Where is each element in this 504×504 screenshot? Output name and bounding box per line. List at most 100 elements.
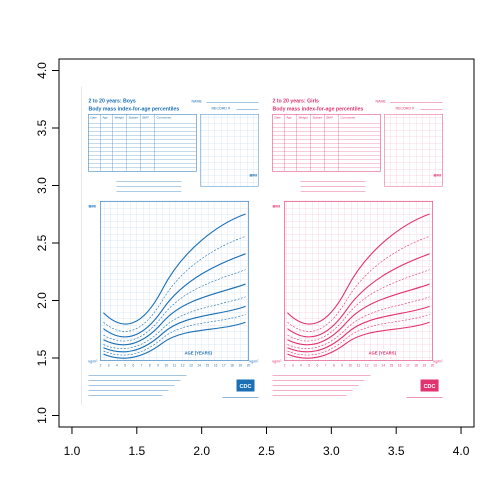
girls-age-tick: 4 bbox=[300, 364, 302, 368]
x-axis: 1.0 1.5 2.0 2.5 3.0 3.5 4.0 bbox=[64, 426, 470, 458]
y-tick-label: 4.0 bbox=[35, 62, 49, 79]
girls-age-tick: 3 bbox=[292, 364, 294, 368]
girls-percentile-curve bbox=[287, 314, 430, 356]
boys-age-tick: 20 bbox=[247, 364, 251, 368]
girls-kg-label-left: kg/m² bbox=[273, 360, 283, 364]
boys-age-tick: 5 bbox=[124, 364, 126, 368]
boys-percentile-curve bbox=[103, 283, 246, 346]
girls-age-tick: 14 bbox=[381, 364, 385, 368]
boys-name-label: NAME bbox=[191, 99, 202, 103]
boys-age-tick: 17 bbox=[222, 364, 226, 368]
boys-table-header: BMI* bbox=[142, 115, 149, 119]
girls-percentile-curve bbox=[287, 269, 430, 342]
girls-kg-label-right: kg/m² bbox=[434, 360, 444, 364]
y-axis: 1.0 1.5 2.0 2.5 3.0 3.5 4.0 bbox=[35, 62, 60, 424]
x-tick-label: 2.0 bbox=[193, 444, 210, 458]
boys-age-tick: 16 bbox=[214, 364, 218, 368]
boys-main-grid bbox=[100, 200, 249, 361]
girls-record-label: RECORD # bbox=[396, 106, 415, 110]
x-tick-label: 3.5 bbox=[388, 444, 405, 458]
girls-age-tick: 5 bbox=[308, 364, 310, 368]
girls-age-tick: 15 bbox=[390, 364, 394, 368]
boys-percentile-curve bbox=[103, 296, 246, 349]
girls-cdc-logo-icon bbox=[420, 379, 439, 392]
x-tick-label: 1.0 bbox=[64, 444, 81, 458]
girls-age-tick: 18 bbox=[414, 364, 418, 368]
girls-percentile-curve bbox=[287, 253, 430, 338]
boys-cdc-logo-icon bbox=[236, 379, 255, 392]
boys-age-tick: 10 bbox=[164, 364, 168, 368]
boys-age-tick: 6 bbox=[132, 364, 134, 368]
girls-cdc-logo-text: CDC bbox=[424, 384, 436, 390]
boys-percentile-curve bbox=[103, 253, 246, 338]
boys-percentile-curve bbox=[103, 321, 246, 359]
girls-age-tick: 7 bbox=[325, 364, 327, 368]
boys-age-tick: 15 bbox=[206, 364, 210, 368]
boys-subheading: Body mass index-for-age percentiles bbox=[88, 106, 179, 112]
boys-age-tick: 9 bbox=[157, 364, 159, 368]
girls-percentile-curve bbox=[287, 296, 430, 349]
girls-main-grid bbox=[284, 200, 433, 361]
boys-age-tick: 12 bbox=[181, 364, 185, 368]
girls-table-header: Age bbox=[287, 115, 293, 119]
boys-age-tick: 7 bbox=[141, 364, 143, 368]
girls-table-header: Date bbox=[275, 115, 282, 119]
boys-age-tick: 19 bbox=[239, 364, 243, 368]
boys-table-header: Age bbox=[102, 115, 108, 119]
boys-age-tick: 8 bbox=[149, 364, 151, 368]
girls-age-tick: 10 bbox=[349, 364, 353, 368]
boys-panel: 2 to 20 years: Boys Body mass index-for-a… bbox=[88, 98, 260, 398]
boys-table-header: Comments bbox=[156, 115, 171, 119]
girls-bmi-label-right: BMI bbox=[434, 172, 441, 177]
girls-age-tick: 12 bbox=[365, 364, 369, 368]
boys-record-label: RECORD # bbox=[211, 106, 230, 110]
girls-table-header: Stature bbox=[313, 115, 323, 119]
y-tick-label: 1.5 bbox=[35, 349, 49, 366]
boys-age-tick: 13 bbox=[189, 364, 193, 368]
girls-table-header: Comments bbox=[341, 115, 356, 119]
boys-table-header: Date bbox=[90, 115, 97, 119]
boys-kg-label-left: kg/m² bbox=[88, 360, 98, 364]
girls-table-header: BMI* bbox=[327, 115, 334, 119]
boys-bmi-label-right: BMI bbox=[250, 172, 257, 177]
girls-percentile-curve bbox=[287, 213, 430, 325]
boys-age-tick: 2 bbox=[100, 364, 102, 368]
x-tick-label: 4.0 bbox=[453, 444, 470, 458]
boys-percentile-curve bbox=[103, 213, 246, 325]
y-tick-label: 3.0 bbox=[35, 177, 49, 194]
x-tick-label: 3.0 bbox=[323, 444, 340, 458]
girls-age-tick: 8 bbox=[333, 364, 335, 368]
girls-percentile-curve bbox=[287, 305, 430, 353]
boys-bmi-label: BMI bbox=[88, 203, 95, 208]
girls-age-axis-label: AGE (YEARS) bbox=[369, 351, 397, 356]
girls-age-tick: 9 bbox=[341, 364, 343, 368]
boys-percentile-curve bbox=[103, 314, 246, 356]
girls-age-tick: 19 bbox=[423, 364, 427, 368]
girls-age-tick: 16 bbox=[398, 364, 402, 368]
girls-age-tick: 17 bbox=[406, 364, 410, 368]
girls-age-tick: 20 bbox=[431, 364, 435, 368]
girls-percentile-curve bbox=[287, 321, 430, 359]
girls-subheading: Body mass index-for-age percentiles bbox=[273, 106, 364, 112]
boys-age-axis-label: AGE (YEARS) bbox=[184, 351, 212, 356]
boys-age-tick: 14 bbox=[197, 364, 201, 368]
y-tick-label: 3.5 bbox=[35, 119, 49, 136]
boys-percentile-curve bbox=[103, 236, 246, 332]
boys-age-tick: 11 bbox=[173, 364, 177, 368]
girls-age-tick: 6 bbox=[317, 364, 319, 368]
boys-table-header: Stature bbox=[128, 115, 138, 119]
x-tick-label: 2.5 bbox=[258, 444, 275, 458]
girls-age-tick: 11 bbox=[357, 364, 361, 368]
boys-percentile-curve bbox=[103, 305, 246, 353]
girls-percentile-curve bbox=[287, 236, 430, 332]
background-growth-chart-image: 2 to 20 years: Boys Body mass index-for-a… bbox=[78, 76, 455, 416]
girls-bmi-label: BMI bbox=[273, 203, 280, 208]
boys-age-tick: 4 bbox=[116, 364, 118, 368]
boys-kg-label-right: kg/m² bbox=[250, 360, 260, 364]
y-tick-label: 1.0 bbox=[35, 407, 49, 424]
boys-cdc-logo-text: CDC bbox=[240, 384, 252, 390]
girls-table-header: Weight bbox=[299, 115, 308, 119]
y-tick-label: 2.5 bbox=[35, 234, 49, 251]
girls-panel: 2 to 20 years: Girls Body mass index-for-… bbox=[272, 98, 444, 398]
